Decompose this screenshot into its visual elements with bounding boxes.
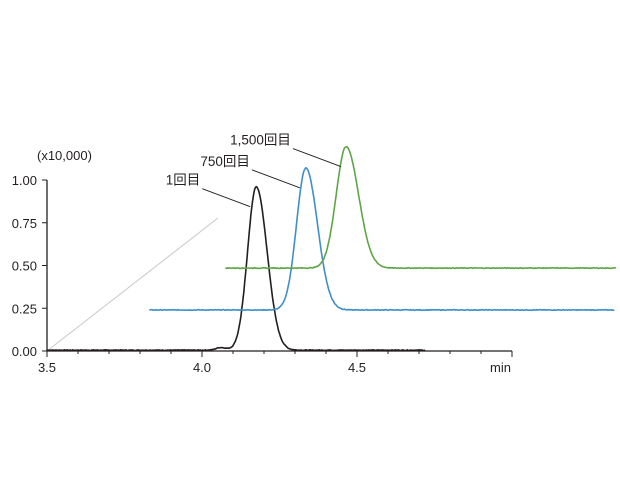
x-axis-ticks: 3.5 4.0 4.5 [38, 351, 513, 375]
series-group [46, 145, 617, 352]
y-tick-label: 0.00 [12, 344, 37, 359]
x-tick-label: 4.5 [348, 360, 366, 375]
x-tick-label: 3.5 [38, 360, 56, 375]
y-axis-ticks: 0.00 0.25 0.50 0.75 1.00 [12, 173, 47, 359]
annotation-leader-line [292, 148, 342, 167]
series-annotation-label: 1回目 [166, 173, 201, 188]
y-multiplier-label: (x10,000) [37, 148, 92, 163]
series-line [149, 167, 615, 312]
annotations: 1回目 750回目 1,500回目 [166, 133, 342, 208]
series-annotation-label: 1,500回目 [230, 133, 291, 148]
depth-guide-line [46, 217, 219, 352]
series-annotation-label: 750回目 [200, 154, 250, 169]
y-tick-label: 0.50 [12, 259, 37, 274]
x-unit-label: min [490, 360, 511, 375]
annotation-leader-line [251, 169, 301, 189]
series-line [224, 145, 617, 270]
x-tick-label: 4.0 [193, 360, 211, 375]
series-line [46, 185, 426, 352]
annotation-leader-line [202, 188, 251, 208]
y-tick-label: 1.00 [12, 173, 37, 188]
y-tick-label: 0.75 [12, 216, 37, 231]
y-tick-label: 0.25 [12, 301, 37, 316]
